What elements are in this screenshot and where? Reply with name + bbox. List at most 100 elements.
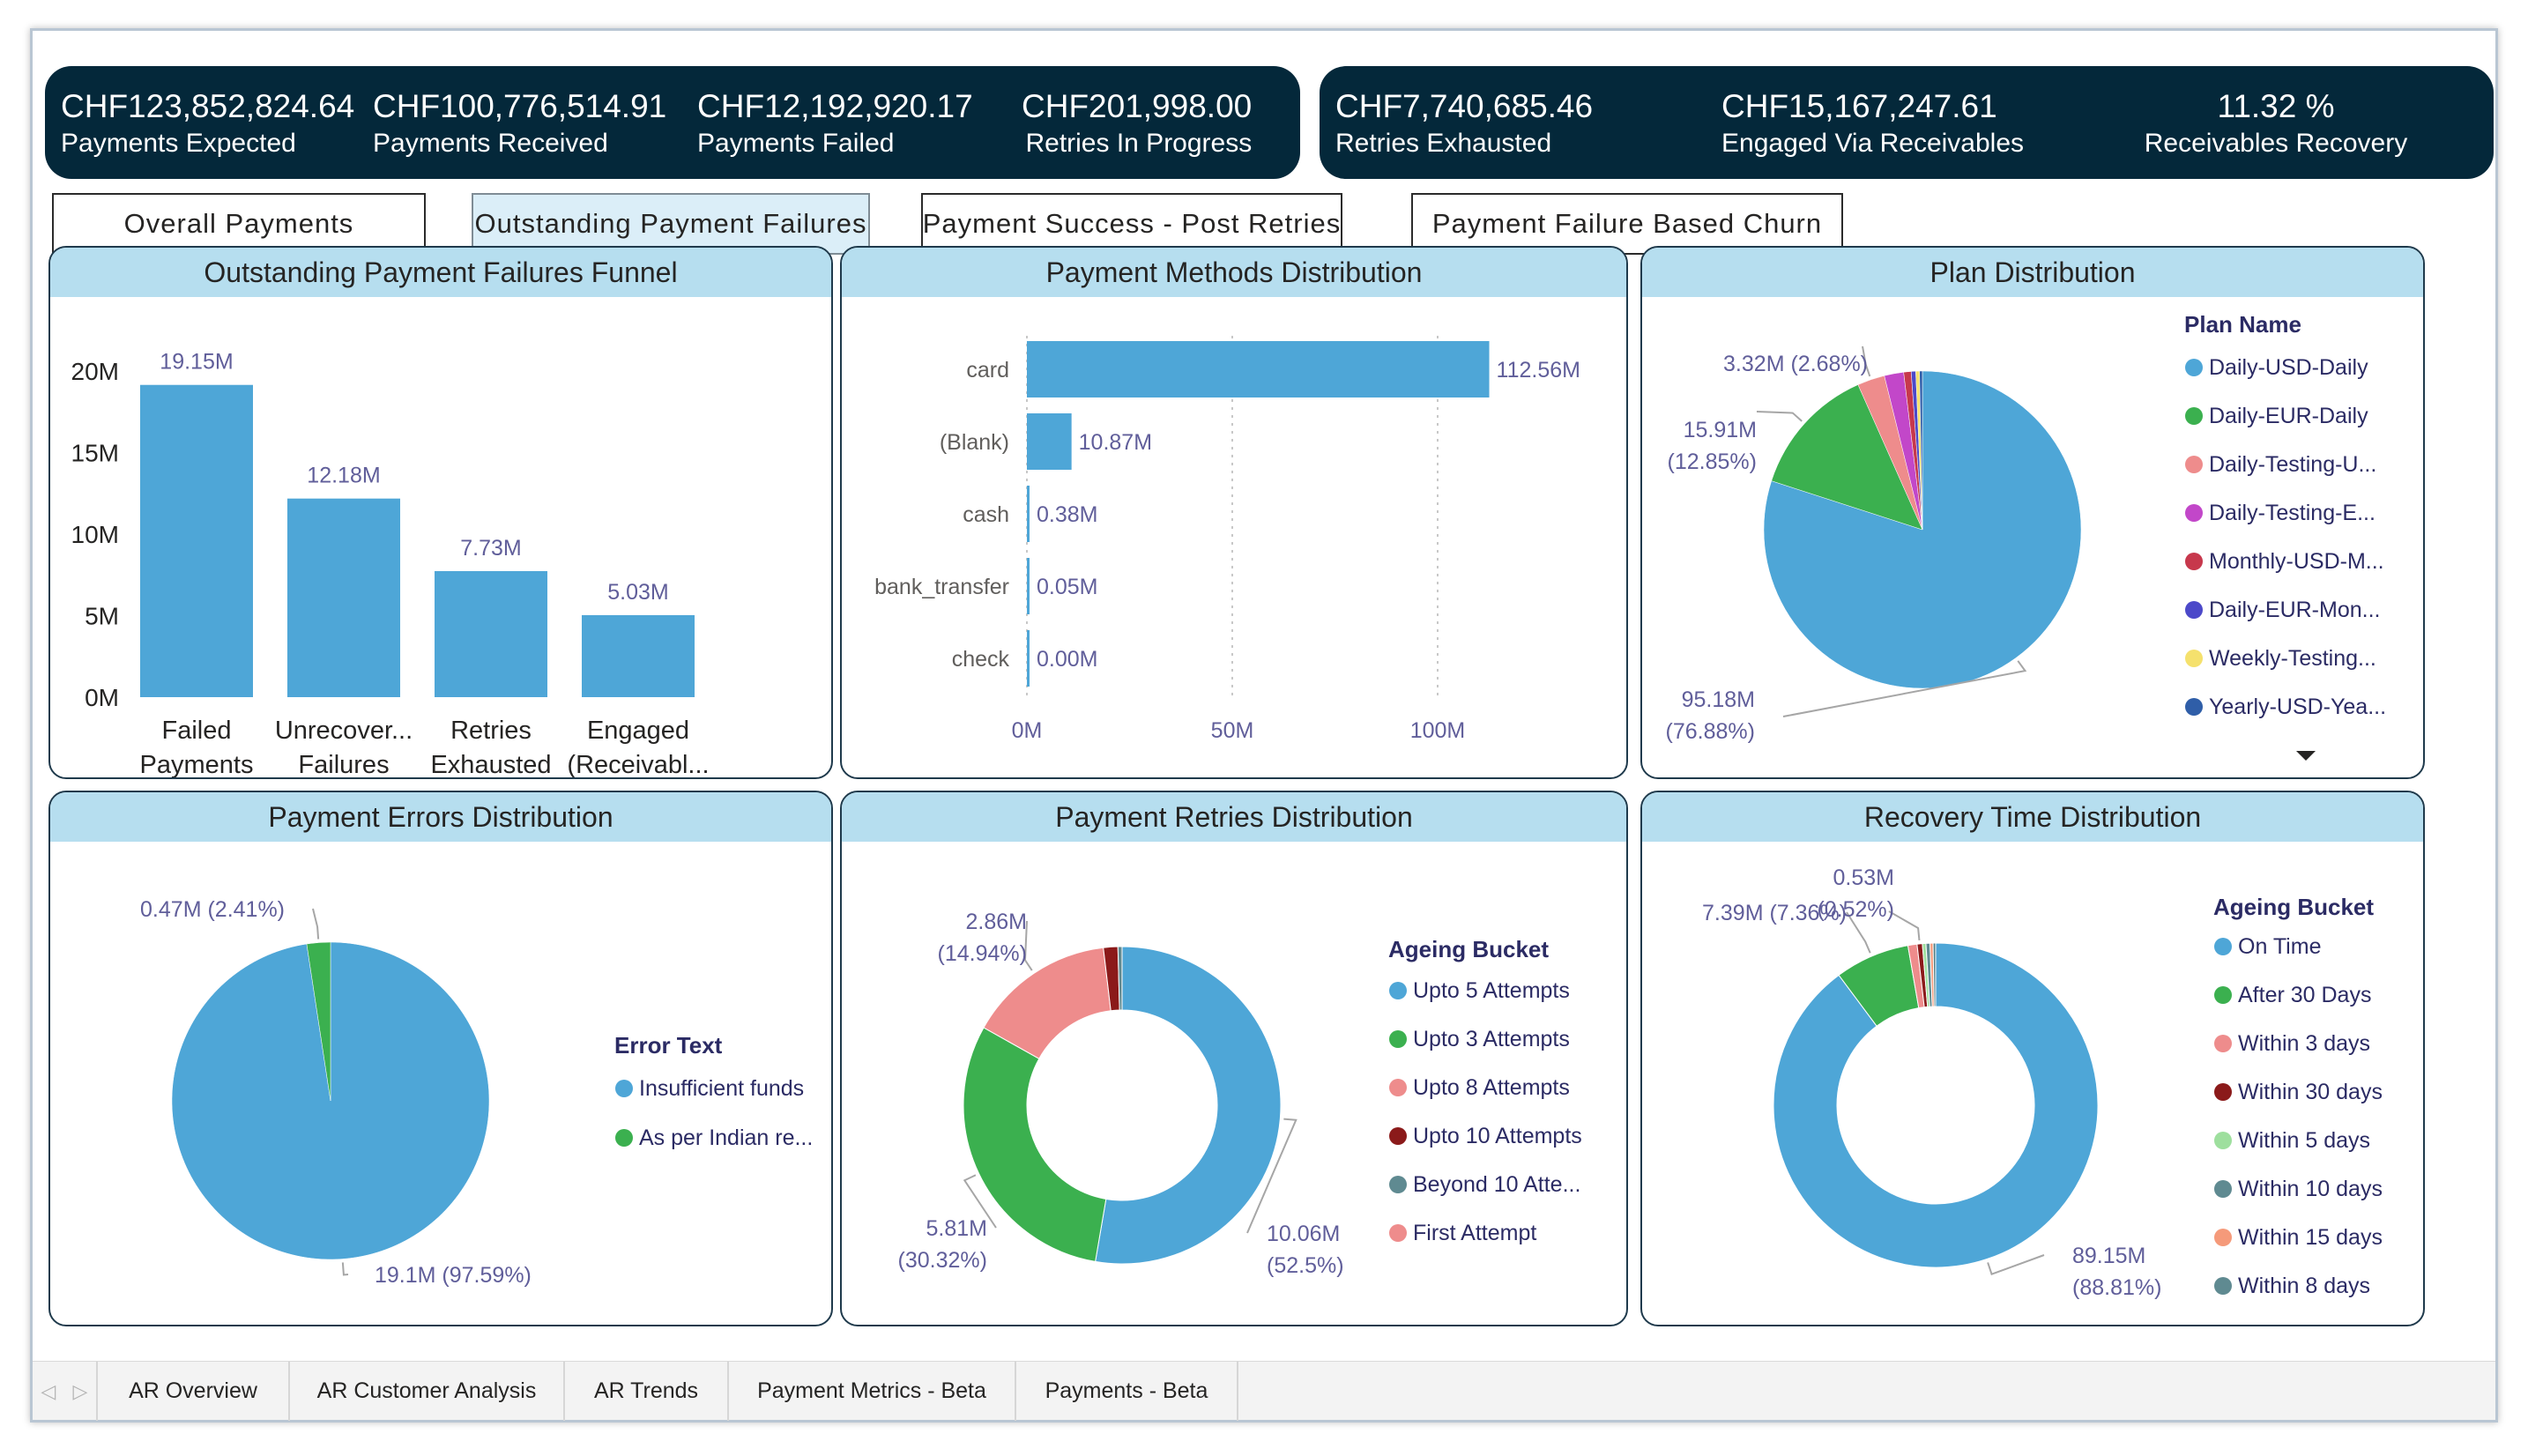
method-bar[interactable] [1027,413,1072,470]
tab-payment-success-post-retries[interactable]: Payment Success - Post Retries [921,193,1342,255]
legend-title: Ageing Bucket [1388,936,1549,962]
kpi-value: CHF100,776,514.91 [373,88,667,124]
page-navigation: ◁ ▷ AR Overview AR Customer Analysis AR … [33,1361,2495,1421]
x-category-label: Engaged [587,717,689,745]
leader-line [1023,920,1033,971]
kpi-bar-right: CHF7,740,685.46 Retries Exhausted CHF15,… [1320,66,2494,179]
kpi-label: Payments Expected [61,129,296,158]
page-tab-ar-overview[interactable]: AR Overview [96,1362,288,1421]
pie-slice[interactable] [1763,370,2082,689]
x-category-label: Failures [298,751,389,779]
legend-title: Plan Name [2184,311,2301,338]
page-tab-payments-beta[interactable]: Payments - Beta [1015,1362,1238,1421]
method-bar[interactable] [1027,486,1030,542]
y-tick-label: 15M [71,440,119,467]
pie-slice[interactable] [1771,384,1923,531]
legend-item: Within 30 days [2238,1080,2383,1104]
kpi-retries-in-progress[interactable]: CHF201,998.00 Retries In Progress [1022,87,1252,161]
panel-funnel[interactable]: 0M 5M 10M 15M 20M 19.15M Failed Payments 12.18M U… [48,246,833,779]
page-tab-payment-metrics-beta[interactable]: Payment Metrics - Beta [727,1362,1015,1421]
page-tab-ar-trends[interactable]: AR Trends [563,1362,727,1421]
panel-payment-methods[interactable]: 0M 50M 100M 112.56M card 10.87M (Blank) 0.38M ca… [840,246,1628,779]
y-tick-label: 20M [71,358,119,385]
leader-line [963,1174,997,1229]
page-tab-ar-customer-analysis[interactable]: AR Customer Analysis [288,1362,563,1421]
slice-data-label: 95.18M [1682,687,1755,712]
bar-data-label: 0.38M [1037,502,1097,527]
funnel-bar[interactable] [435,570,547,697]
x-category-label: Payments [140,751,254,779]
tab-payment-failure-based-churn[interactable]: Payment Failure Based Churn [1411,193,1843,255]
panel-payment-errors[interactable]: 19.1M (97.59%) 0.47M (2.41%) Error Text Ins… [48,791,833,1326]
leader-line [1987,1254,2045,1276]
slice-data-label: 3.32M (2.68%) [1723,352,1868,376]
recovery-time-chart: 89.15M (88.81%) 7.39M (7.36%) 0.53M (0.52%) A… [1702,865,2383,1300]
pie-slice[interactable] [1919,370,1923,531]
pie-slice[interactable] [1932,942,1937,1007]
bar-data-label: 7.73M [460,536,521,561]
slice-data-label: 15.91M [1684,418,1757,442]
kpi-payments-failed[interactable]: CHF12,192,920.17 Payments Failed [697,87,973,161]
kpi-value: CHF15,167,247.61 [1721,88,1997,124]
funnel-bar[interactable] [140,384,253,697]
chevron-right-icon[interactable]: ▷ [72,1379,88,1402]
kpi-payments-expected[interactable]: CHF123,852,824.64 Payments Expected [61,87,354,161]
legend-marker [1389,982,1407,999]
y-tick-label: 5M [85,603,119,630]
slice-data-label: 0.47M (2.41%) [140,897,285,922]
kpi-receivables-recovery[interactable]: 11.32 % Receivables Recovery [2122,87,2430,161]
pie-slice[interactable] [306,941,331,1102]
chevron-left-icon[interactable]: ◁ [41,1379,56,1402]
funnel-bar[interactable] [582,614,695,697]
legend-item: Within 5 days [2238,1128,2370,1153]
slice-data-label: (52.5%) [1267,1253,1344,1278]
x-category-label: Failed [162,717,232,745]
kpi-label: Retries Exhausted [1335,129,1552,158]
legend-marker [1389,1079,1407,1096]
panel-plan-distribution[interactable]: 95.18M (76.88%) 15.91M (12.85%) 3.32M (2.68%… [1640,246,2425,779]
legend-item: Upto 5 Attempts [1413,978,1570,1003]
funnel-bar[interactable] [287,498,400,697]
kpi-bar-left: CHF123,852,824.64 Payments Expected CHF1… [45,66,1300,179]
panel-recovery-time[interactable]: 89.15M (88.81%) 7.39M (7.36%) 0.53M (0.52%) A… [1640,791,2425,1326]
report-canvas: CHF123,852,824.64 Payments Expected CHF1… [30,28,2498,1423]
payment-retries-chart: 10.06M (52.5%) 5.81M (30.32%) 2.86M (14.94%) A… [898,910,1582,1278]
bar-data-label: 19.15M [160,350,233,375]
legend-marker [615,1129,633,1147]
panel-title: Payment Methods Distribution [842,248,1626,297]
pie-slice[interactable] [963,1027,1107,1262]
panel-payment-retries[interactable]: 10.06M (52.5%) 5.81M (30.32%) 2.86M (14.94%) A… [840,791,1628,1326]
x-category-label: (Receivabl... [567,751,709,779]
x-category-label: Unrecover... [275,717,413,745]
legend-item: After 30 Days [2238,983,2371,1007]
legend-marker [1389,1030,1407,1048]
kpi-retries-exhausted[interactable]: CHF7,740,685.46 Retries Exhausted [1335,87,1593,161]
slice-data-label: (14.94%) [938,941,1027,966]
method-bar[interactable] [1027,341,1490,397]
leader-line [1862,345,1871,377]
panel-title: Payment Retries Distribution [842,792,1626,842]
pie-slice[interactable] [1095,946,1282,1265]
slice-data-label: 2.86M [966,910,1027,934]
slice-data-label: 19.1M (97.59%) [375,1263,532,1288]
legend-marker [2214,1132,2232,1149]
slice-data-label: (30.32%) [898,1248,987,1273]
pie-slice[interactable] [1773,942,2099,1268]
legend-more-icon[interactable] [2296,751,2316,761]
legend-item: Within 10 days [2238,1177,2383,1201]
y-tick-label: 10M [71,521,119,548]
panel-title: Recovery Time Distribution [1642,792,2423,842]
legend-marker [1389,1176,1407,1193]
method-bar[interactable] [1027,630,1030,687]
legend-item: First Attempt [1413,1221,1536,1245]
x-category-label: Exhausted [430,751,551,779]
slice-data-label: 0.53M [1833,865,1894,890]
legend-item: Within 8 days [2238,1274,2370,1298]
method-bar[interactable] [1027,558,1030,614]
pie-slice[interactable] [1117,946,1123,1011]
tab-overall-payments[interactable]: Overall Payments [52,193,426,255]
legend-item: Upto 10 Attempts [1413,1124,1582,1148]
kpi-engaged-via-receivables[interactable]: CHF15,167,247.61 Engaged Via Receivables [1721,87,2024,161]
page-scroll-arrows: ◁ ▷ [33,1362,96,1421]
kpi-payments-received[interactable]: CHF100,776,514.91 Payments Received [373,87,666,161]
